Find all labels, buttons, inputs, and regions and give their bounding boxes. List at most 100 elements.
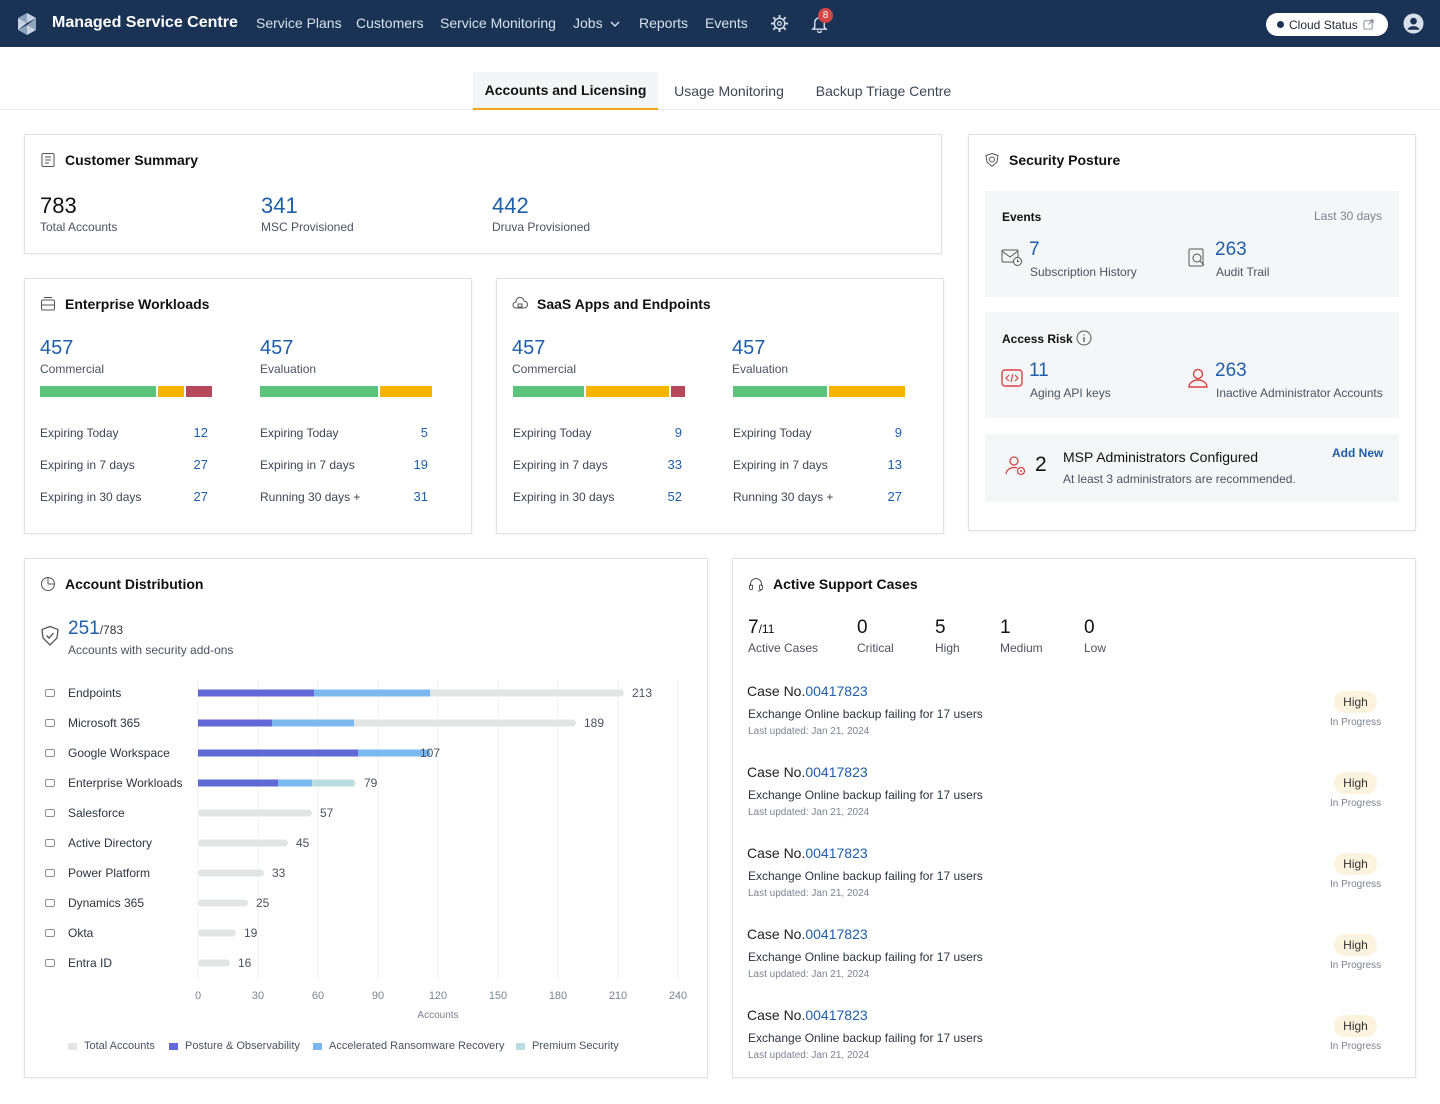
msp-admins-subtitle: At least 3 administrators are recommende… (1063, 472, 1296, 486)
bar-segment (513, 386, 585, 397)
category-row[interactable]: Salesforce (44, 804, 125, 822)
dynamics-icon (44, 897, 56, 909)
app-title[interactable]: Managed Service Centre (52, 14, 238, 31)
tab-backup-triage-centre[interactable]: Backup Triage Centre (815, 83, 952, 99)
brand-logo-icon[interactable] (14, 11, 40, 37)
legend-ransomware[interactable]: Accelerated Ransomware Recovery (313, 1040, 504, 1052)
category-row[interactable]: Entra ID (44, 954, 112, 972)
category-label: Microsoft 365 (68, 716, 141, 730)
category-row[interactable]: Microsoft 365 (44, 714, 140, 732)
category-row[interactable]: Okta (44, 924, 93, 942)
msp-admins-panel: 2 MSP Administrators Configured At least… (985, 434, 1399, 502)
cloud-icon (44, 807, 56, 819)
case-link[interactable]: 00417823 (805, 845, 868, 861)
bar-segment (380, 386, 432, 397)
category-row[interactable]: Google Workspace (44, 744, 170, 762)
saas-com-row-value[interactable]: 33 (667, 457, 682, 472)
tab-accounts-and-licensing[interactable]: Accounts and Licensing (473, 72, 658, 110)
medium-cases-stat[interactable]: 1 Medium (1000, 617, 1043, 655)
ent-com-row-value[interactable]: 27 (193, 489, 208, 504)
legend-premium-security[interactable]: Premium Security (516, 1040, 619, 1052)
saas-eval-row-value[interactable]: 27 (887, 489, 902, 504)
case-link[interactable]: 00417823 (805, 1007, 868, 1023)
security-addons-total: /783 (99, 623, 124, 637)
nav-customers[interactable]: Customers (356, 15, 424, 31)
legend-swatch (313, 1042, 322, 1050)
critical-cases-stat[interactable]: 0 Critical (857, 617, 894, 655)
audit-trail-label: Audit Trail (1216, 265, 1270, 279)
chevron-down-icon[interactable] (610, 20, 620, 28)
legend-label: Accelerated Ransomware Recovery (329, 1040, 505, 1052)
user-avatar-icon[interactable] (1403, 13, 1424, 34)
saas-com-row-value[interactable]: 9 (674, 425, 682, 440)
nav-service-monitoring[interactable]: Service Monitoring (440, 15, 556, 31)
add-new-admin-link[interactable]: Add New (1332, 446, 1384, 460)
saas-com-row-value[interactable]: 52 (667, 489, 682, 504)
aging-api-keys-label: Aging API keys (1030, 386, 1111, 400)
total-accounts-stat[interactable]: 783 Total Accounts (40, 193, 117, 234)
category-row[interactable]: Power Platform (44, 864, 150, 882)
bar-segment (358, 749, 430, 757)
saas-eval-row-value[interactable]: 9 (894, 425, 902, 440)
bar-total (198, 899, 248, 907)
case-link[interactable]: 00417823 (805, 683, 868, 699)
x-tick-label: 180 (549, 990, 567, 1002)
category-row[interactable]: Enterprise Workloads (44, 774, 183, 792)
category-label: Salesforce (68, 806, 125, 820)
high-cases-label: High (935, 641, 960, 655)
info-icon[interactable] (1076, 330, 1092, 346)
low-cases-stat[interactable]: 0 Low (1084, 617, 1106, 655)
priority-badge: High (1334, 934, 1377, 956)
subscription-history-label: Subscription History (1030, 265, 1137, 279)
inactive-admin-value[interactable]: 263 (1215, 360, 1247, 381)
legend-posture[interactable]: Posture & Observability (169, 1040, 300, 1052)
category-row[interactable]: Active Directory (44, 834, 152, 852)
bar-segment (828, 386, 905, 397)
active-cases-stat[interactable]: 7/11 Active Cases (748, 617, 818, 655)
support-cases-title-text: Active Support Cases (773, 576, 918, 592)
total-accounts-value: 783 (40, 193, 77, 218)
nav-reports[interactable]: Reports (639, 15, 689, 31)
audit-trail-value[interactable]: 263 (1215, 239, 1247, 260)
saas-eval-row-value[interactable]: 13 (887, 457, 902, 472)
shield-icon (985, 152, 999, 168)
laptop-icon (44, 687, 56, 699)
legend-total-accounts[interactable]: Total Accounts (68, 1040, 155, 1052)
support-cases-card: Active Support Cases (732, 558, 1416, 1078)
case-number: Case No.00417823 (747, 764, 868, 780)
druva-provisioned-stat[interactable]: 442 Druva Provisioned (492, 193, 590, 234)
msc-provisioned-stat[interactable]: 341 MSC Provisioned (261, 193, 354, 234)
case-updated: Last updated: Jan 21, 2024 (748, 1050, 870, 1061)
category-row[interactable]: Endpoints (44, 684, 121, 702)
bar-segment (671, 386, 685, 397)
ent-eval-row-value[interactable]: 5 (420, 425, 428, 440)
priority-badge: High (1334, 691, 1377, 713)
security-addons-stat: 251/783 (68, 618, 123, 640)
ent-com-row-value[interactable]: 12 (193, 425, 208, 440)
cloud-status-button[interactable]: Cloud Status (1266, 13, 1388, 36)
tab-usage-monitoring[interactable]: Usage Monitoring (674, 83, 784, 99)
aging-api-keys-value[interactable]: 11 (1029, 360, 1049, 381)
subscription-history-value[interactable]: 7 (1029, 239, 1040, 260)
external-link-icon (1363, 19, 1374, 30)
bar-value-label: 33 (272, 866, 286, 880)
nav-service-plans[interactable]: Service Plans (256, 15, 342, 31)
ent-com-row-value[interactable]: 27 (193, 457, 208, 472)
category-row[interactable]: Dynamics 365 (44, 894, 144, 912)
ent-com-row-label: Expiring in 7 days (40, 458, 135, 472)
case-updated: Last updated: Jan 21, 2024 (748, 807, 870, 818)
total-accounts-label: Total Accounts (40, 220, 118, 234)
ent-eval-row-value[interactable]: 31 (413, 489, 428, 504)
high-cases-stat[interactable]: 5 High (935, 617, 960, 655)
enterprise-workloads-card: Enterprise Workloads 457 Commercial 457 … (24, 278, 472, 534)
ent-eval-row-value[interactable]: 19 (413, 457, 428, 472)
nav-jobs[interactable]: Jobs (573, 15, 603, 31)
bar-total (198, 929, 236, 937)
saas-commercial-bar (513, 386, 687, 397)
notification-badge: 8 (818, 8, 833, 23)
nav-events[interactable]: Events (705, 15, 748, 31)
gear-icon[interactable] (770, 14, 789, 33)
case-link[interactable]: 00417823 (805, 926, 868, 942)
case-link[interactable]: 00417823 (805, 764, 868, 780)
case-prefix: Case No. (747, 1007, 806, 1023)
